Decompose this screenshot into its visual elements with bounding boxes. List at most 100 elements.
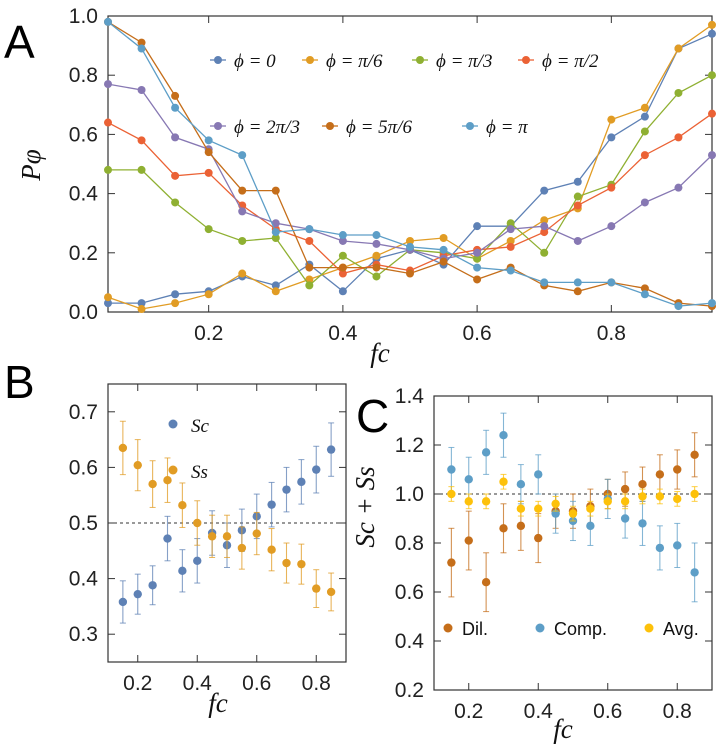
data-point <box>204 136 213 145</box>
data-point <box>178 501 187 510</box>
data-point <box>506 219 515 228</box>
data-point <box>655 543 665 553</box>
data-point <box>137 136 146 145</box>
data-point <box>481 578 491 587</box>
data-point <box>238 186 247 195</box>
data-point <box>540 216 549 225</box>
data-point <box>171 171 180 180</box>
data-point <box>137 305 146 314</box>
data-point <box>534 504 543 513</box>
data-point <box>297 477 306 487</box>
data-point <box>372 239 381 248</box>
legend-label: Sc <box>191 416 210 437</box>
data-point <box>540 222 549 231</box>
data-point <box>439 245 448 254</box>
data-point <box>534 533 543 543</box>
data-point <box>690 489 699 499</box>
data-point <box>338 236 347 245</box>
data-point <box>540 186 549 195</box>
data-point <box>640 103 649 112</box>
data-point <box>540 278 549 287</box>
data-point <box>573 192 582 201</box>
legend-label: ϕ = π/2 <box>542 51 599 72</box>
plot-frame <box>433 395 713 691</box>
legend-b: Sc Ss <box>168 416 210 483</box>
data-point <box>104 293 112 302</box>
data-point <box>171 91 180 100</box>
y-tick-label: 0.7 <box>69 401 98 424</box>
data-point <box>271 186 280 195</box>
data-point <box>506 236 515 245</box>
data-point <box>137 299 146 308</box>
data-point <box>133 460 142 470</box>
data-point <box>204 148 213 157</box>
legend-marker <box>416 56 424 64</box>
y-tick-label: 0.6 <box>69 123 98 146</box>
data-point <box>104 165 112 174</box>
data-point <box>464 497 473 506</box>
data-point <box>640 112 649 121</box>
legend-marker <box>168 419 178 429</box>
y-tick-label: 0.4 <box>395 630 425 653</box>
data-point <box>137 44 146 53</box>
legend-label: Avg. <box>663 619 699 639</box>
y-tick-label: 1.4 <box>395 385 425 408</box>
data-point <box>473 254 482 263</box>
data-point <box>204 225 213 234</box>
data-point <box>690 450 699 459</box>
data-point <box>607 115 616 124</box>
data-point <box>163 534 172 543</box>
data-point <box>338 287 347 296</box>
data-point <box>573 287 582 296</box>
data-point <box>640 151 649 160</box>
data-point <box>473 248 482 257</box>
data-point <box>406 269 414 278</box>
data-point <box>655 492 665 501</box>
data-point <box>573 236 582 245</box>
data-point <box>326 587 336 597</box>
y-tick-label: 0.6 <box>395 581 424 604</box>
data-point <box>104 17 112 26</box>
data-point <box>148 581 157 590</box>
data-point <box>305 236 314 245</box>
data-point <box>447 558 456 567</box>
data-point <box>573 201 582 210</box>
data-point <box>464 536 473 545</box>
data-point <box>338 269 347 278</box>
data-point <box>447 465 456 474</box>
data-point <box>473 222 482 231</box>
data-point <box>638 519 647 528</box>
series-line <box>107 21 713 307</box>
chart-a: 0.2 0.4 0.6 0.8 0.0 0.2 0.4 0.6 0.8 1.0 fc Pφ <box>16 5 716 368</box>
data-point <box>305 225 314 234</box>
x-axis-label: fc <box>553 714 573 744</box>
data-point <box>708 29 716 38</box>
data-point <box>271 234 280 242</box>
data-point <box>473 263 482 272</box>
data-point <box>573 278 582 287</box>
x-tick-label: 0.8 <box>663 700 692 723</box>
y-tick-label: 0.6 <box>69 456 98 479</box>
x-tick-label: 0.8 <box>597 322 626 345</box>
data-point <box>620 484 630 494</box>
legend-marker <box>522 56 530 64</box>
data-point <box>297 559 306 569</box>
y-tick-label: 0.8 <box>395 532 424 555</box>
x-tick-label: 0.2 <box>454 700 483 723</box>
data-point <box>506 242 515 251</box>
series-line <box>108 74 713 287</box>
data-point <box>104 299 112 308</box>
data-point <box>620 497 630 506</box>
data-point <box>506 225 515 234</box>
data-point <box>252 529 261 538</box>
data-point <box>640 127 649 136</box>
data-point <box>640 290 649 299</box>
data-point <box>673 494 682 504</box>
legend-c: Dil. Comp. Avg. <box>443 619 699 639</box>
data-point <box>607 222 616 231</box>
data-point <box>674 302 683 311</box>
data-point <box>372 272 381 281</box>
y-axis-label: Pφ <box>16 149 46 181</box>
data-point <box>312 584 321 593</box>
